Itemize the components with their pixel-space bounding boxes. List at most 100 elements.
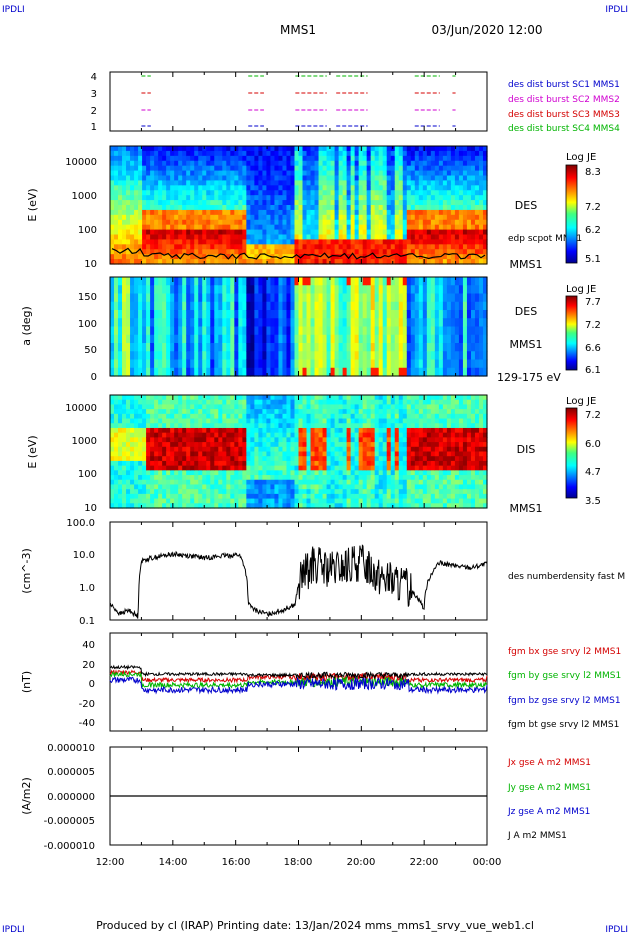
dis-energy-cell	[114, 395, 119, 401]
des-energy-cell	[482, 209, 488, 216]
des-energy-cell	[162, 200, 167, 206]
dis-energy-cell	[162, 475, 167, 481]
dis-energy-cell	[174, 437, 179, 443]
des-energy-cell	[454, 180, 460, 186]
dis-energy-cell	[110, 413, 115, 420]
des-energy-cell	[118, 205, 123, 211]
des-energy-cell	[158, 150, 163, 157]
des-energy-cell	[466, 214, 472, 221]
des-energy-cell	[450, 254, 456, 260]
des-energy-cell	[290, 175, 296, 182]
des-pitch-cell	[310, 343, 316, 352]
des-pitch-cell	[330, 351, 336, 361]
dis-energy-cell	[122, 498, 127, 504]
des-energy-cell	[262, 234, 268, 241]
des-pa-spacecraft-label: MMS1	[510, 338, 543, 351]
des-energy-cell	[330, 155, 336, 162]
dis-energy-cell	[294, 460, 300, 467]
des-energy-cell	[346, 219, 352, 226]
des-energy-cell	[254, 239, 259, 245]
des-energy-cell	[366, 205, 372, 211]
des-energy-cell	[170, 244, 175, 250]
dis-energy-cell	[126, 475, 131, 481]
des-energy-cell	[406, 234, 412, 241]
dis-energy-cell	[258, 432, 263, 438]
dis-energy-cell	[214, 498, 219, 504]
des-energy-cell	[374, 214, 380, 221]
des-energy-cell	[322, 170, 328, 177]
des-energy-cell	[118, 165, 123, 172]
dis-energy-cell	[170, 427, 175, 434]
dis-energy-cell	[146, 404, 151, 410]
des-energy-cell	[406, 155, 412, 162]
des-pitch-cell	[254, 367, 259, 377]
des-pitch-cell	[146, 310, 151, 319]
des-energy-cell	[390, 180, 396, 186]
des-energy-cell	[278, 214, 284, 221]
des-energy-cell	[150, 254, 155, 260]
des-energy-cell	[146, 259, 151, 265]
des-energy-cell	[362, 190, 368, 196]
des-energy-cell	[174, 224, 179, 231]
des-pitch-cell	[450, 359, 456, 369]
des-energy-cell	[450, 185, 456, 191]
dis-energy-cell	[118, 418, 123, 424]
des-pitch-cell	[434, 359, 440, 369]
des-energy-cell	[334, 219, 340, 226]
des-pitch-cell	[386, 367, 392, 377]
des-energy-cell	[146, 170, 151, 177]
dis-energy-cell	[186, 413, 191, 420]
dis-energy-cell	[210, 413, 215, 420]
dis-energy-cell	[206, 413, 211, 420]
des-energy-cell	[426, 209, 432, 216]
dis-energy-cell	[246, 489, 251, 495]
des-pitch-cell	[410, 293, 416, 303]
dis-energy-cell	[354, 427, 360, 434]
des-pitch-cell	[394, 351, 400, 361]
des-pitch-cell	[134, 343, 139, 352]
dis-energy-cell	[190, 498, 195, 504]
des-energy-cell	[342, 229, 348, 236]
dis-energy-cell	[330, 446, 336, 453]
dis-energy-cell	[134, 442, 139, 448]
des-energy-cell	[302, 175, 308, 182]
dis-energy-cell	[266, 442, 272, 448]
des-pitch-cell	[414, 351, 420, 361]
des-energy-cell	[218, 224, 223, 231]
des-pitch-cell	[362, 310, 368, 319]
dis-energy-cell	[330, 395, 336, 401]
des-energy-cell	[378, 214, 384, 221]
des-energy-cell	[186, 146, 191, 152]
dis-energy-cell	[158, 404, 163, 410]
dis-energy-cell	[158, 489, 163, 495]
des-pitch-cell	[130, 359, 135, 369]
dis-energy-cell	[190, 395, 195, 401]
dis-energy-cell	[146, 432, 151, 438]
des-energy-cell	[374, 175, 380, 182]
dis-energy-cell	[342, 427, 348, 434]
des-energy-cell	[294, 239, 300, 245]
des-energy-cell	[166, 249, 171, 255]
des-energy-cell	[278, 234, 284, 241]
des-pitch-cell	[194, 334, 199, 344]
dis-energy-cell	[242, 470, 247, 476]
des-energy-cell	[274, 234, 280, 241]
des-pitch-cell	[158, 277, 163, 286]
des-energy-cell	[430, 200, 436, 206]
des-pitch-cell	[206, 285, 211, 295]
des-energy-cell	[182, 175, 187, 182]
des-pitch-cell	[430, 310, 436, 319]
des-energy-cell	[246, 150, 251, 157]
dis-energy-cell	[346, 404, 352, 410]
des-energy-cell	[122, 155, 127, 162]
des-pitch-cell	[234, 326, 239, 336]
des-pitch-cell	[466, 351, 472, 361]
des-energy-cell	[470, 195, 476, 201]
dis-energy-cell	[346, 493, 352, 500]
dis-energy-cell	[346, 456, 352, 462]
des-energy-cell	[334, 180, 340, 186]
des-energy-cell	[202, 244, 207, 250]
des-pitch-cell	[146, 351, 151, 361]
des-energy-cell	[366, 214, 372, 221]
dis-energy-cell	[270, 484, 276, 490]
